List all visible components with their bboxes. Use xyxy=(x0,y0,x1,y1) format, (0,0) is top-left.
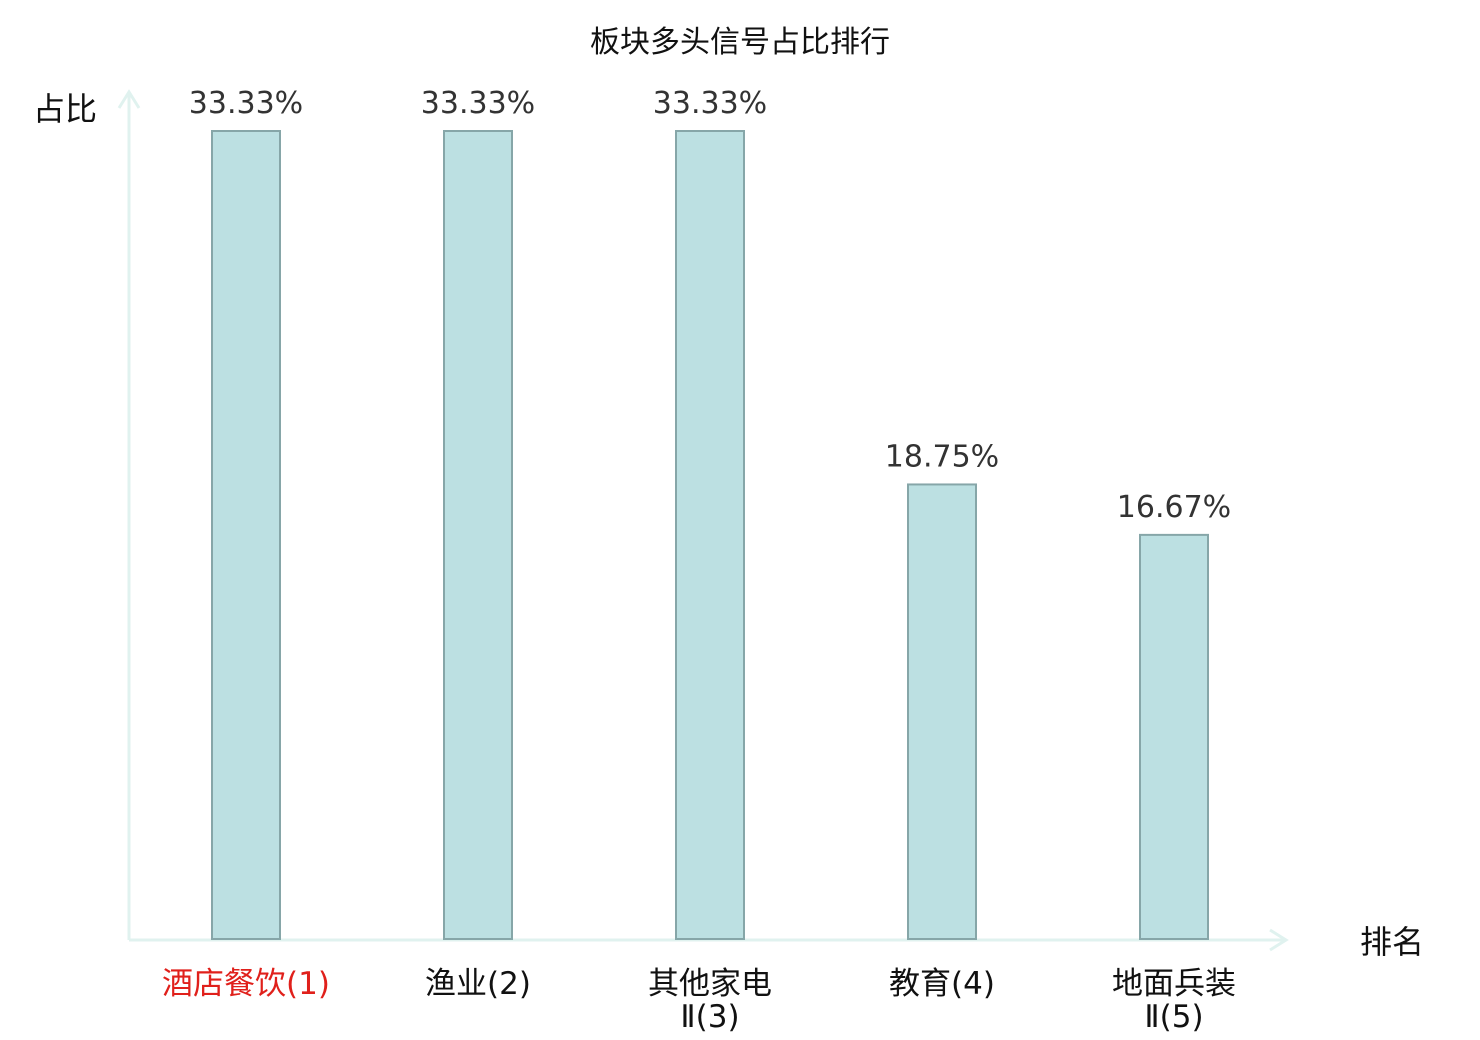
category-label-1: 酒店餐饮(1) xyxy=(162,966,330,1002)
y-axis-arrow xyxy=(117,89,141,109)
bar-1 xyxy=(211,130,281,940)
bars-group xyxy=(211,130,1209,940)
category-label-2: 渔业(2) xyxy=(425,966,531,1002)
bar-value-label-5: 16.67% xyxy=(1117,490,1231,525)
x-axis-arrow xyxy=(1269,928,1289,952)
bar-5 xyxy=(1139,533,1209,940)
bar-value-label-4: 18.75% xyxy=(885,439,999,474)
bar-value-label-3: 33.33% xyxy=(653,86,767,121)
category-labels-group: 酒店餐饮(1) 渔业(2) 其他家电 Ⅱ(3) 教育(4) 地面兵装 Ⅱ(5) xyxy=(162,966,1236,1035)
bar-4 xyxy=(907,483,977,940)
category-label-5: 地面兵装 Ⅱ(5) xyxy=(1112,966,1236,1035)
y-axis-label: 占比 xyxy=(33,90,97,128)
chart-title: 板块多头信号占比排行 xyxy=(590,25,890,60)
bar-value-label-2: 33.33% xyxy=(421,86,535,121)
x-axis-label: 排名 xyxy=(1360,923,1424,961)
category-label-3: 其他家电 Ⅱ(3) xyxy=(648,966,772,1035)
value-labels-group: 33.33% 33.33% 33.33% 18.75% 16.67% xyxy=(189,86,1231,525)
category-label-4: 教育(4) xyxy=(889,966,995,1002)
bar-3 xyxy=(675,130,745,940)
bar-2 xyxy=(443,130,513,940)
bar-value-label-1: 33.33% xyxy=(189,86,303,121)
